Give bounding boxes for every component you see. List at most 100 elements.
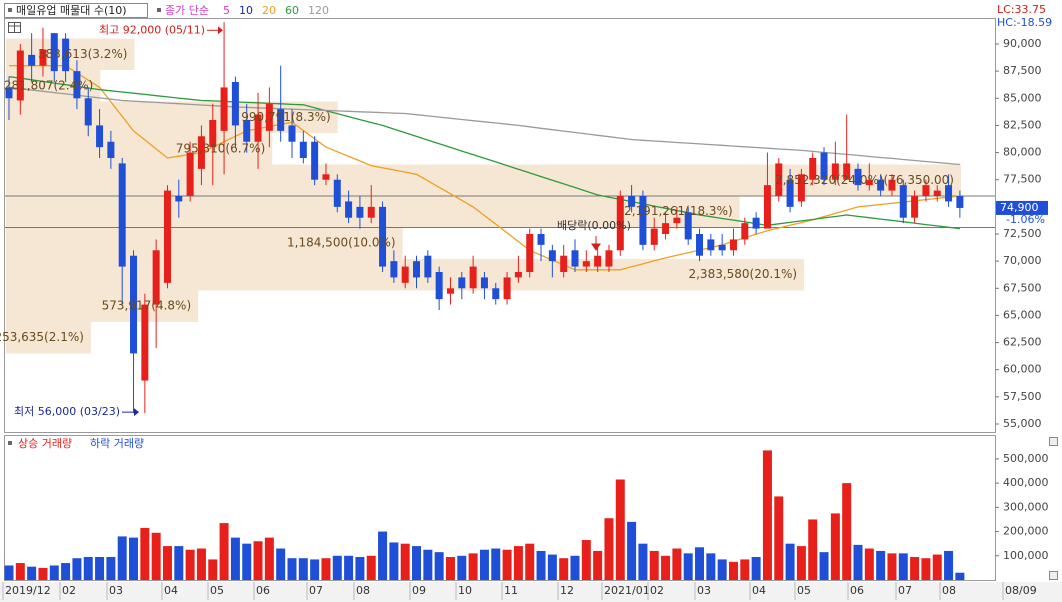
candle-body bbox=[265, 103, 273, 131]
volume-bar bbox=[49, 565, 59, 580]
candle-body bbox=[582, 261, 590, 267]
volume-bar bbox=[72, 558, 82, 580]
candle-body bbox=[345, 201, 353, 218]
volume-bar bbox=[445, 556, 455, 580]
volume-profile-band bbox=[6, 290, 199, 322]
volume-bar bbox=[106, 556, 116, 580]
candle-body bbox=[254, 114, 262, 142]
x-tick-label: 03 bbox=[109, 584, 123, 597]
candle-body bbox=[718, 244, 726, 251]
candle-body bbox=[141, 304, 149, 381]
y-tick-label: 60,000 bbox=[1003, 363, 1042, 376]
volume-profile-label: 2,191,261(18.3%) bbox=[624, 204, 733, 218]
volume-bar bbox=[276, 548, 286, 580]
volume-bar bbox=[604, 518, 614, 580]
legend-box bbox=[4, 3, 148, 18]
candle-body bbox=[231, 82, 239, 126]
volume-bar bbox=[785, 543, 795, 580]
candle-body bbox=[820, 152, 828, 180]
candle-body bbox=[673, 217, 681, 224]
volume-bar bbox=[117, 536, 127, 580]
volume-bar bbox=[932, 554, 942, 580]
dividend-arrow bbox=[591, 236, 601, 251]
price-panel bbox=[4, 18, 996, 433]
dividend-annotation: 배당락(0.00%) bbox=[557, 219, 631, 232]
volume-bar bbox=[310, 559, 320, 580]
x-tick-label: 12 bbox=[560, 584, 574, 597]
volume-bar bbox=[796, 546, 806, 580]
candle-body bbox=[50, 33, 58, 72]
volume-panel bbox=[4, 435, 996, 581]
x-tick-label: 2021/01 bbox=[604, 584, 650, 597]
candle-body bbox=[62, 38, 70, 72]
candle-body bbox=[333, 179, 341, 207]
panel-button[interactable] bbox=[1049, 437, 1058, 446]
candle-body bbox=[186, 152, 194, 197]
volume-bar bbox=[196, 548, 206, 580]
x-tick-label: 2019/12 bbox=[5, 584, 51, 597]
candle-body bbox=[243, 120, 251, 142]
volume-bar bbox=[581, 540, 591, 580]
volume-bar bbox=[627, 521, 637, 580]
volume-profile-band bbox=[6, 38, 135, 71]
volume-bar bbox=[140, 527, 150, 580]
y-tick-label: 70,000 bbox=[1003, 254, 1042, 267]
volume-bar bbox=[853, 544, 863, 580]
volume-bar bbox=[672, 548, 682, 580]
legend-ma-title: 종가 단순 bbox=[165, 4, 209, 17]
volume-bar bbox=[151, 532, 161, 580]
volume-bar bbox=[728, 561, 738, 580]
candle-body bbox=[107, 141, 115, 159]
x-tick-label: 04 bbox=[752, 584, 766, 597]
x-tick-label: 11 bbox=[504, 584, 518, 597]
candle-body bbox=[594, 255, 602, 267]
legend-entry: 10 bbox=[239, 4, 253, 17]
candle-body bbox=[424, 255, 432, 278]
y-tick-label: 55,000 bbox=[1003, 417, 1042, 430]
volume-bar bbox=[536, 550, 546, 580]
candle-body bbox=[73, 71, 81, 99]
candle-body bbox=[605, 250, 613, 267]
volume-profile-label: 573,917(4.8%) bbox=[102, 299, 191, 313]
volume-bar bbox=[27, 566, 37, 580]
candle-body bbox=[865, 179, 873, 186]
candle-body bbox=[763, 185, 771, 229]
volume-bar bbox=[174, 546, 184, 580]
volume-bar bbox=[479, 549, 489, 580]
volume-bar bbox=[230, 537, 240, 580]
volume-bar bbox=[898, 553, 908, 580]
legend-entry: 상승 거래량 bbox=[18, 437, 72, 450]
legend-icon bbox=[157, 8, 161, 12]
candle-body bbox=[492, 288, 500, 300]
volume-bar bbox=[717, 559, 727, 580]
candle-body bbox=[220, 87, 228, 131]
volume-bar bbox=[570, 555, 580, 580]
volume-bar bbox=[95, 556, 105, 580]
x-tick-label: 08 bbox=[942, 584, 956, 597]
candle-body bbox=[628, 196, 636, 207]
volume-bar bbox=[955, 572, 965, 580]
candle-body bbox=[379, 206, 387, 267]
x-tick-label: 04 bbox=[164, 584, 178, 597]
lc-label: LC:33.75 bbox=[997, 3, 1046, 16]
volume-bar bbox=[751, 556, 761, 580]
low-annotation: 최저 56,000 (03/23) bbox=[14, 405, 120, 418]
candle-body bbox=[854, 168, 862, 186]
volume-bar bbox=[921, 558, 931, 580]
x-tick-label: 06 bbox=[256, 584, 270, 597]
candle-body bbox=[911, 196, 919, 218]
y-tick-label: 100,000 bbox=[1003, 549, 1049, 562]
y-tick-label: 77,500 bbox=[1003, 173, 1042, 186]
volume-bar bbox=[944, 550, 954, 580]
candle-body bbox=[775, 163, 783, 197]
legend-entry: 5 bbox=[223, 4, 230, 17]
volume-profile-label: 1,184,500(10.0%) bbox=[287, 236, 396, 250]
panel-button[interactable] bbox=[1049, 571, 1058, 580]
candle-body bbox=[616, 196, 624, 251]
candle-body bbox=[729, 239, 737, 251]
moving-average bbox=[8, 86, 960, 166]
candle-body bbox=[118, 163, 126, 267]
volume-bar bbox=[661, 555, 671, 580]
volume-profile-band bbox=[6, 321, 91, 354]
